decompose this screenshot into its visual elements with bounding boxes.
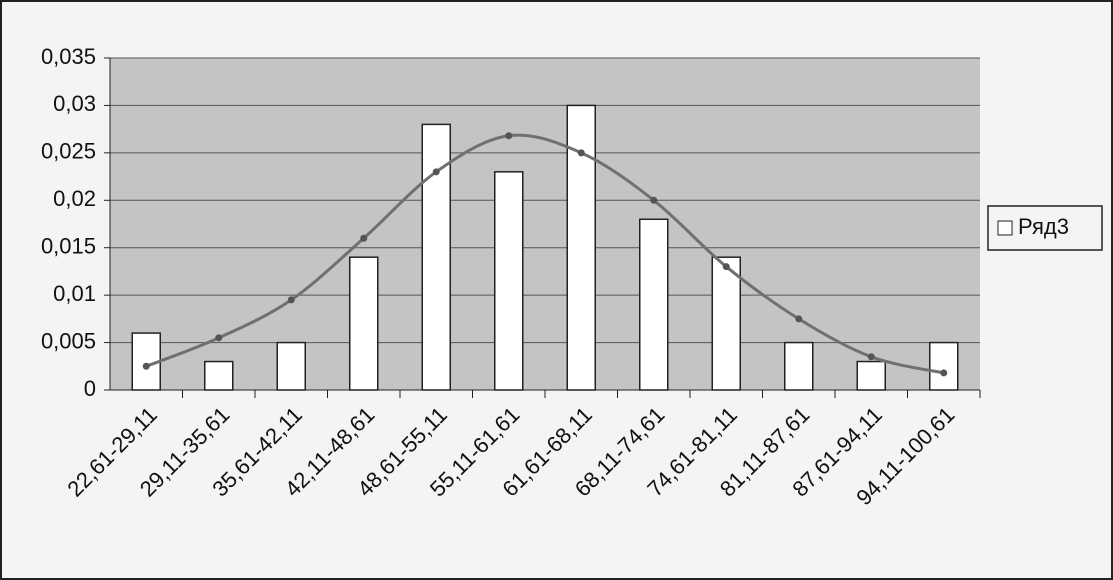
line: [145, 133, 945, 375]
bar: [856, 360, 886, 391]
y-tick-label: 0,01: [53, 281, 96, 306]
y-tick-label: 0,025: [41, 139, 96, 164]
marker: [432, 168, 440, 176]
bar: [784, 341, 814, 391]
bar: [276, 341, 306, 391]
bar: [349, 256, 379, 391]
marker: [360, 234, 368, 242]
y-tick-label: 0,02: [53, 186, 96, 211]
bar: [639, 218, 669, 391]
marker: [577, 149, 585, 157]
legend-swatch: [997, 220, 1013, 236]
marker: [722, 263, 730, 271]
marker: [142, 362, 150, 370]
marker: [867, 353, 875, 361]
bar: [421, 123, 451, 391]
legend-label: Ряд3: [1018, 214, 1069, 239]
y-tick-label: 0,015: [41, 234, 96, 259]
y-tick-label: 0: [84, 376, 96, 401]
marker: [795, 315, 803, 323]
marker: [215, 334, 223, 342]
y-tick-label: 0,035: [41, 44, 96, 69]
bar: [494, 171, 524, 391]
plot-area: [110, 58, 980, 390]
marker: [505, 132, 513, 140]
bar: [204, 360, 234, 391]
marker: [940, 369, 948, 377]
bar: [711, 256, 741, 391]
marker: [287, 296, 295, 304]
y-tick-label: 0,03: [53, 91, 96, 116]
bar: [929, 341, 959, 391]
marker: [650, 196, 658, 204]
y-tick-label: 0,005: [41, 328, 96, 353]
